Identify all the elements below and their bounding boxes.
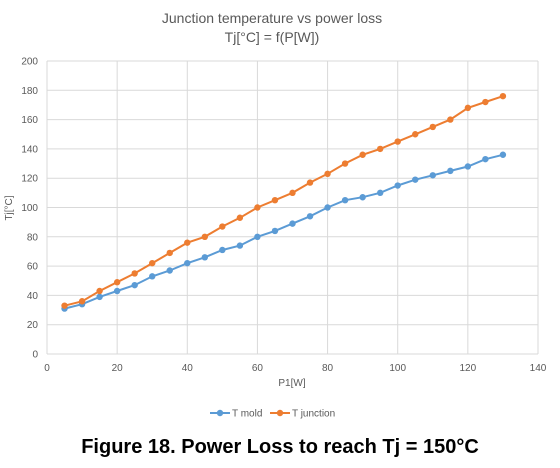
y-tick-label: 140 <box>21 144 38 155</box>
legend-label: T junction <box>292 409 335 420</box>
data-point <box>236 242 244 249</box>
series-line <box>64 95 504 307</box>
data-point <box>341 160 349 167</box>
chart-subtitle: Tj[°C] = f(P[W]) <box>225 29 320 45</box>
data-point <box>113 287 121 295</box>
data-point <box>131 281 138 289</box>
y-tick-label: 200 <box>21 57 38 68</box>
data-point <box>412 176 419 183</box>
data-point <box>324 170 331 178</box>
y-tick-label: 80 <box>27 232 39 243</box>
data-point <box>429 123 436 131</box>
x-tick-label: 40 <box>182 363 194 374</box>
data-point <box>289 220 296 227</box>
line-chart: Junction temperature vs power loss Tj[°C… <box>4 10 547 420</box>
data-point <box>184 239 191 246</box>
legend-label: T mold <box>232 409 262 420</box>
data-point <box>184 259 191 267</box>
data-point <box>429 172 436 179</box>
data-point <box>131 270 138 277</box>
data-point <box>394 182 401 189</box>
x-tick-label: 60 <box>252 363 264 374</box>
data-point <box>412 131 419 138</box>
x-tick-label: 120 <box>460 363 477 374</box>
data-point <box>96 293 103 301</box>
data-point <box>201 254 209 261</box>
legend-marker <box>276 409 284 417</box>
x-axis-label: P1[W] <box>278 378 305 389</box>
legend: T mold T junction <box>210 409 335 420</box>
y-tick-label: 40 <box>27 291 39 302</box>
plot-area <box>61 92 507 312</box>
y-tick-label: 100 <box>21 203 38 214</box>
data-point <box>306 179 314 186</box>
y-tick-label: 180 <box>21 86 38 97</box>
data-point <box>499 92 507 100</box>
data-point <box>376 189 384 197</box>
x-tick-label: 20 <box>112 363 124 374</box>
data-point <box>482 155 489 163</box>
data-point <box>271 227 279 235</box>
data-point <box>447 167 454 175</box>
data-point <box>499 151 507 158</box>
data-point <box>236 214 244 221</box>
y-tick-label: 0 <box>32 350 38 361</box>
axis-ticks: 0 20 40 60 80 100 120 140 160 180 200 0 20 40 60 80 100 1… <box>21 57 546 375</box>
x-tick-label: 100 <box>389 363 406 374</box>
data-point <box>447 116 454 123</box>
y-tick-label: 120 <box>21 174 38 185</box>
data-point <box>289 189 296 197</box>
data-point <box>61 302 68 309</box>
data-point <box>341 196 349 204</box>
x-tick-label: 0 <box>44 363 50 374</box>
data-point <box>376 145 384 153</box>
chart-title: Junction temperature vs power loss <box>162 10 382 26</box>
data-point <box>324 204 331 211</box>
grid-lines <box>46 60 539 355</box>
data-point <box>271 196 279 204</box>
data-point <box>306 213 314 220</box>
legend-marker <box>216 409 224 417</box>
x-tick-label: 80 <box>322 363 334 374</box>
data-point <box>78 298 86 305</box>
data-point <box>201 233 209 240</box>
y-tick-label: 160 <box>21 115 38 126</box>
y-axis-label: Tj[°C] <box>4 195 15 220</box>
y-tick-label: 20 <box>27 320 39 331</box>
data-point <box>254 204 261 211</box>
data-point <box>219 246 226 254</box>
figure-caption: Figure 18. Power Loss to reach Tj = 150°… <box>81 436 479 458</box>
data-point <box>482 98 489 106</box>
x-tick-label: 140 <box>530 363 547 374</box>
data-point <box>113 279 121 286</box>
data-point <box>166 267 173 274</box>
y-tick-label: 60 <box>27 262 39 273</box>
data-point <box>149 259 156 267</box>
data-point <box>359 151 366 158</box>
data-point <box>166 249 173 257</box>
data-point <box>254 233 261 240</box>
data-point <box>219 223 226 230</box>
data-point <box>394 138 401 145</box>
data-point <box>359 194 366 201</box>
data-point <box>464 104 472 112</box>
data-point <box>149 273 156 280</box>
data-point <box>96 287 103 295</box>
data-point <box>464 163 472 170</box>
